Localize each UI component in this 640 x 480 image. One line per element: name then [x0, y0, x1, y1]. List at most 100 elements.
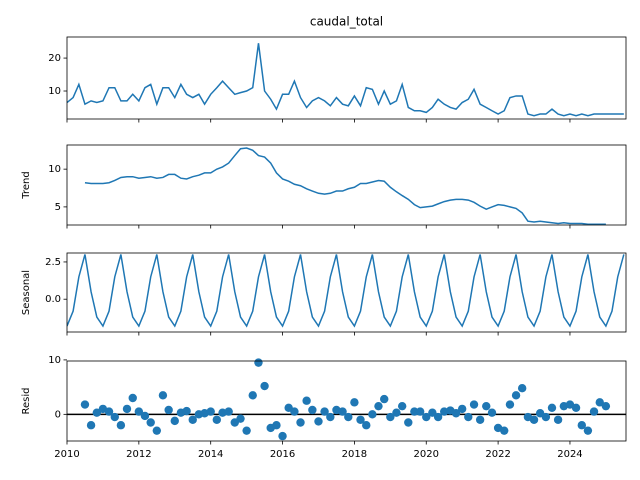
resid-point [433, 412, 443, 422]
resid-point [140, 411, 150, 421]
resid-point [272, 421, 281, 430]
resid-point [547, 403, 557, 413]
resid-point [422, 412, 431, 422]
resid-point [320, 407, 329, 416]
y-tick-label: 0.0 [45, 294, 61, 305]
resid-point [595, 398, 604, 407]
resid-point [529, 415, 539, 424]
resid-point [110, 412, 119, 422]
resid-point [583, 426, 593, 435]
resid-point [362, 421, 371, 430]
resid-point [517, 384, 527, 393]
resid-point [601, 401, 611, 411]
resid-point [356, 415, 365, 424]
resid-point [254, 358, 263, 367]
y-tick-label: 20 [48, 53, 61, 64]
y-tick-label: 2.5 [45, 257, 61, 268]
axes-frame [66, 36, 627, 120]
resid-point [577, 421, 587, 430]
y-axis-label: Trend [21, 171, 32, 199]
resid-point [368, 410, 377, 419]
resid-point [505, 400, 515, 409]
series-line [84, 147, 606, 225]
axes-frame [66, 144, 627, 226]
resid-point [80, 400, 90, 409]
resid-point [122, 404, 132, 414]
resid-point [134, 407, 144, 416]
resid-point [290, 407, 299, 416]
resid-point [302, 396, 311, 405]
series-line [67, 43, 624, 117]
resid-point [464, 412, 473, 422]
resid-point [469, 400, 479, 409]
resid-point [188, 415, 197, 424]
resid-point [457, 404, 467, 414]
resid-point [248, 391, 257, 400]
resid-point [314, 417, 323, 426]
resid-point [128, 393, 137, 403]
resid-point [380, 394, 389, 404]
resid-point [404, 418, 413, 427]
resid-point [397, 401, 407, 411]
resid-point [146, 418, 155, 427]
resid-point [104, 407, 114, 416]
resid-point [350, 398, 359, 407]
resid-point [374, 401, 383, 411]
resid-point [338, 407, 347, 416]
resid-point [344, 412, 353, 422]
resid-point [206, 407, 215, 416]
resid-point [451, 409, 461, 418]
resid-point [92, 408, 102, 417]
y-tick-label: 0 [55, 409, 61, 420]
resid-point [392, 408, 401, 417]
x-tick-label: 2014 [198, 449, 223, 460]
x-tick-label: 2018 [342, 449, 367, 460]
resid-point [152, 426, 162, 435]
y-axis-label: Resid [21, 388, 32, 415]
resid-point [571, 403, 581, 413]
resid-point [589, 407, 599, 416]
resid-point [500, 426, 509, 435]
resid-point [428, 408, 437, 417]
resid-point [212, 415, 222, 424]
resid-point [116, 421, 126, 430]
resid-point [410, 407, 419, 416]
resid-point [415, 407, 425, 416]
x-tick-label: 2010 [54, 449, 79, 460]
resid-point [236, 414, 245, 423]
y-tick-label: 10 [48, 86, 61, 97]
resid-point [296, 418, 305, 427]
x-tick-label: 2012 [126, 449, 151, 460]
y-tick-label: 5 [55, 202, 61, 213]
resid-point [164, 405, 173, 415]
x-tick-label: 2016 [270, 449, 295, 460]
resid-point [511, 391, 521, 400]
y-tick-label: 10 [48, 164, 61, 175]
resid-point [158, 391, 168, 400]
resid-point [386, 412, 395, 422]
y-tick-label: 10 [48, 355, 61, 366]
x-tick-label: 2020 [414, 449, 439, 460]
resid-point [224, 407, 233, 416]
resid-point [553, 415, 563, 424]
resid-point [260, 381, 269, 391]
resid-point [541, 412, 551, 422]
axes-frame [66, 252, 627, 333]
resid-point [482, 401, 491, 411]
resid-point [278, 431, 287, 441]
resid-point [242, 426, 251, 435]
resid-point [170, 416, 179, 426]
x-tick-label: 2022 [485, 449, 510, 460]
resid-point [487, 408, 497, 417]
chart-title: caudal_total [310, 15, 383, 29]
axes-frame [66, 360, 627, 442]
y-axis-label: Seasonal [21, 270, 32, 315]
resid-point [326, 412, 335, 422]
resid-point [86, 421, 96, 430]
resid-point [182, 406, 191, 416]
resid-point [308, 405, 317, 415]
resid-point [475, 415, 485, 424]
x-tick-label: 2024 [557, 449, 582, 460]
series-line [67, 254, 625, 328]
